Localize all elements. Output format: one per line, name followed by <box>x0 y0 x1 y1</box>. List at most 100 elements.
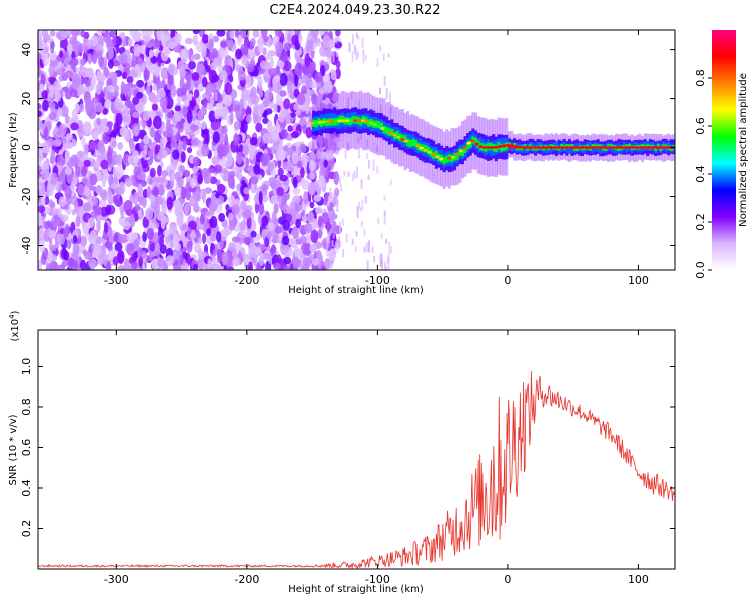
noise-speckle <box>64 150 70 163</box>
sparse-streak <box>332 145 335 154</box>
noise-speckle <box>142 110 150 122</box>
noise-speckle <box>80 259 87 270</box>
noise-speckle <box>247 63 255 73</box>
noise-speckle <box>254 201 260 214</box>
noise-speckle <box>107 47 114 60</box>
noise-speckle <box>48 112 57 120</box>
noise-speckle <box>83 143 89 156</box>
noise-speckle <box>91 50 98 64</box>
noise-speckle <box>240 43 249 57</box>
noise-speckle <box>166 196 173 211</box>
noise-speckle <box>50 201 56 209</box>
sparse-streak <box>333 245 336 255</box>
sparse-streak <box>378 254 381 262</box>
noise-speckle <box>216 30 226 37</box>
noise-speckle <box>172 259 182 270</box>
noise-speckle <box>58 196 67 207</box>
noise-speckle <box>295 248 303 258</box>
noise-speckle <box>335 30 341 37</box>
sparse-streak <box>327 195 330 207</box>
ridge-segment <box>625 144 629 149</box>
noise-speckle <box>70 154 79 167</box>
sparse-streak <box>357 149 360 159</box>
noise-speckle <box>308 159 315 172</box>
noise-speckle <box>260 184 269 192</box>
noise-speckle <box>328 39 336 49</box>
sparse-streak <box>345 233 348 243</box>
sparse-streak <box>359 134 362 140</box>
sparse-streak <box>358 100 361 109</box>
noise-speckle <box>291 150 299 165</box>
sparse-streak <box>355 48 358 56</box>
noise-speckle <box>146 79 153 87</box>
ridge-core <box>458 149 464 153</box>
noise-speckle <box>275 149 283 161</box>
noise-speckle <box>235 48 243 60</box>
noise-speckle <box>59 170 67 184</box>
sparse-streak <box>338 236 341 245</box>
x-tick-label: 100 <box>628 274 649 287</box>
noise-speckle <box>111 140 117 148</box>
noise-speckle <box>152 186 159 198</box>
noise-speckle <box>306 88 311 98</box>
noise-speckle <box>150 55 158 64</box>
ridge-segment <box>424 145 428 153</box>
noise-speckle <box>38 103 42 110</box>
noise-speckle <box>250 176 259 185</box>
noise-speckle <box>82 201 92 212</box>
snr-series-line <box>37 371 676 570</box>
noise-speckle <box>93 206 102 215</box>
noise-speckle <box>326 218 331 233</box>
noise-speckle <box>215 231 222 243</box>
x-tick-label: -100 <box>365 573 390 586</box>
noise-speckle <box>60 30 66 39</box>
noise-speckle <box>158 176 166 184</box>
noise-speckle <box>84 78 91 87</box>
noise-speckle <box>294 62 304 77</box>
noise-speckle <box>248 242 257 256</box>
ridge-core <box>470 139 475 143</box>
sparse-streak <box>363 246 366 253</box>
noise-speckle <box>220 40 228 48</box>
noise-speckle <box>279 72 288 86</box>
noise-speckle <box>303 243 312 256</box>
noise-speckle <box>104 99 112 109</box>
sparse-streak <box>332 50 335 63</box>
noise-speckle <box>73 30 78 42</box>
sparse-streak <box>355 32 358 38</box>
ridge-core <box>486 146 491 149</box>
ridge-core <box>423 148 428 152</box>
noise-speckle <box>224 134 229 147</box>
ridge-core <box>493 145 499 149</box>
colorbar-gradient <box>712 30 736 270</box>
ridge-segment <box>442 156 446 165</box>
noise-speckle <box>157 165 162 177</box>
noise-speckle <box>106 261 112 270</box>
sparse-streak <box>351 51 354 63</box>
sparse-streak <box>390 246 393 254</box>
noise-speckle <box>48 229 57 239</box>
ridge-segment <box>570 143 574 149</box>
noise-speckle <box>38 227 45 239</box>
noise-speckle <box>96 52 102 60</box>
noise-speckle <box>249 148 255 161</box>
snr-panel: -300 -200 -100 0 100 0.2 0.4 0.6 0.8 1.0 Height … <box>8 310 676 595</box>
y-tick-label: 0.4 <box>20 479 33 497</box>
noise-speckle <box>239 144 244 154</box>
noise-speckle <box>89 230 98 244</box>
noise-speckle <box>136 45 144 53</box>
noise-speckle <box>257 41 264 53</box>
noise-speckle <box>170 134 177 145</box>
noise-speckle <box>286 80 293 94</box>
noise-speckle <box>309 243 318 253</box>
noise-speckle <box>191 71 200 81</box>
ridge-segment <box>379 122 383 130</box>
sparse-streak <box>360 206 363 212</box>
noise-speckle <box>118 233 124 244</box>
noise-speckle <box>50 41 55 54</box>
spectrogram-y-label: Frequency (Hz) <box>8 112 19 188</box>
ridge-segment <box>523 143 527 149</box>
ridge-core <box>333 119 338 123</box>
noise-speckle <box>323 198 328 206</box>
